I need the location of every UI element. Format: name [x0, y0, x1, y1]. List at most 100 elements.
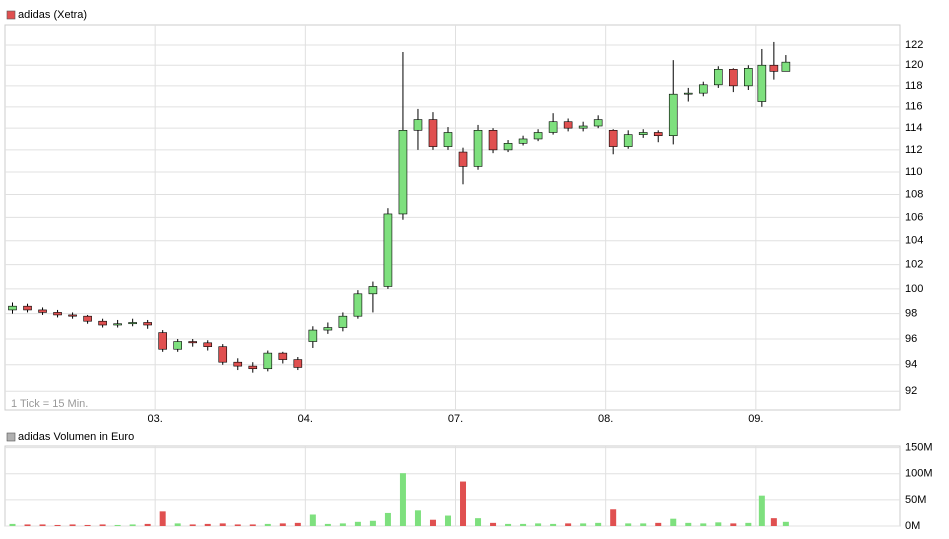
candle-body: [548, 121, 558, 133]
volume-bar: [550, 523, 557, 526]
candle-body: [653, 132, 663, 137]
candle-body: [443, 132, 453, 147]
candle-body: [383, 213, 393, 287]
candle-body: [458, 151, 468, 167]
y-tick-label: 98: [905, 308, 917, 320]
candle-body: [757, 64, 767, 102]
volume-bar: [625, 523, 632, 526]
volume-bar: [475, 518, 482, 526]
volume-bar: [730, 523, 737, 526]
volume-bar: [384, 512, 391, 526]
candle-body: [713, 69, 723, 86]
candle-body: [563, 121, 573, 129]
candle-body: [729, 69, 738, 87]
y-tick-label: 108: [905, 188, 923, 200]
candle-body: [218, 346, 228, 363]
volume-bar: [279, 523, 286, 526]
candle-body: [428, 119, 438, 147]
y-tick-label: 100M: [905, 468, 933, 480]
volume-bar: [324, 523, 331, 526]
volume-bar: [580, 523, 587, 526]
candle-body: [338, 315, 348, 328]
y-tick-label: 110: [905, 166, 923, 178]
candle-body: [744, 67, 753, 87]
volume-bar: [9, 523, 16, 526]
y-tick-label: 92: [905, 385, 917, 397]
chart-title: adidas (Xetra): [18, 9, 87, 21]
volume-bar: [685, 522, 692, 526]
candle-body: [83, 315, 92, 322]
candle-body: [158, 332, 167, 350]
volume-bar: [174, 523, 181, 526]
candle-body: [98, 320, 107, 326]
candle-body: [308, 329, 318, 342]
volume-bar: [399, 473, 406, 526]
candle-body: [668, 93, 678, 137]
volume-bar: [219, 523, 226, 526]
y-tick-label: 94: [905, 359, 917, 371]
candle-body: [128, 322, 137, 325]
candle-body: [608, 130, 618, 147]
volume-bar: [39, 524, 46, 526]
volume-bar: [460, 481, 467, 526]
candle-body: [263, 352, 273, 370]
volume-bar: [640, 523, 647, 526]
candle-body: [503, 143, 513, 151]
volume-bar: [414, 510, 421, 526]
volume-bar: [114, 524, 121, 526]
y-tick-label: 100: [905, 283, 923, 295]
y-tick-label: 122: [905, 39, 923, 51]
candle-body: [413, 119, 423, 131]
volume-bar: [565, 523, 572, 526]
candle-body: [533, 132, 543, 140]
candle-body: [578, 125, 588, 129]
chart-title: adidas Volumen in Euro: [18, 431, 134, 443]
volume-bar: [369, 520, 376, 526]
volume-bar: [758, 495, 765, 526]
candle-body: [8, 305, 17, 311]
volume-bar: [354, 521, 361, 526]
volume-bar: [505, 523, 512, 526]
candle-body: [23, 305, 32, 311]
candle-body: [368, 286, 378, 295]
volume-bar: [69, 524, 76, 526]
candle-body: [248, 365, 258, 370]
candle-body: [698, 84, 708, 94]
candle-body: [68, 314, 77, 317]
candle-body: [488, 130, 498, 151]
volume-bar: [595, 522, 602, 526]
candle-body: [398, 130, 408, 215]
x-tick-label: 09.: [748, 413, 763, 425]
candle-body: [623, 134, 633, 147]
volume-bar: [249, 524, 256, 526]
volume-bar: [24, 524, 31, 526]
candle-body: [353, 293, 363, 317]
x-tick-label: 04.: [298, 413, 313, 425]
candle-body: [38, 309, 47, 313]
y-tick-label: 96: [905, 333, 917, 345]
volume-bar: [339, 523, 346, 526]
y-tick-label: 120: [905, 59, 923, 71]
volume-bar: [655, 522, 662, 526]
volume-bar: [700, 523, 707, 526]
y-tick-label: 112: [905, 144, 923, 156]
y-tick-label: 150M: [905, 441, 933, 453]
volume-bar: [610, 509, 617, 526]
legend-swatch: [6, 432, 16, 442]
candle-body: [769, 64, 779, 72]
candle-body: [113, 323, 122, 326]
y-tick-label: 106: [905, 211, 923, 223]
candle-body: [203, 342, 213, 347]
y-tick-label: 118: [905, 80, 923, 92]
candle-body: [143, 322, 152, 326]
candle-body: [683, 92, 693, 95]
x-tick-label: 03.: [148, 413, 163, 425]
volume-bar: [444, 515, 451, 526]
y-tick-label: 114: [905, 122, 923, 134]
volume-bar: [429, 519, 436, 526]
volume-bar: [490, 522, 497, 526]
volume-bar: [309, 514, 316, 526]
volume-bar: [129, 524, 136, 526]
volume-bar: [159, 511, 166, 526]
